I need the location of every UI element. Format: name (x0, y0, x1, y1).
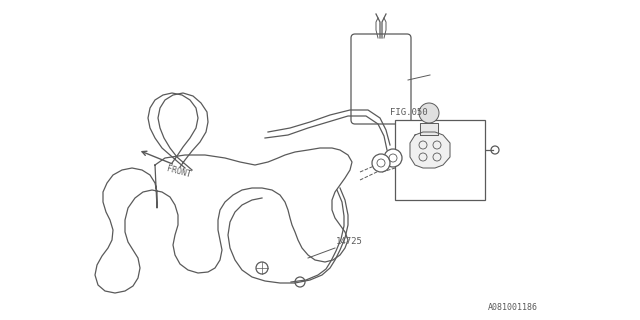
FancyBboxPatch shape (351, 34, 411, 124)
Text: FIG.050: FIG.050 (390, 108, 428, 117)
Text: 14725: 14725 (336, 237, 363, 246)
Text: A081001186: A081001186 (488, 303, 538, 312)
Bar (395, 120, 485, 200)
Circle shape (384, 149, 402, 167)
Polygon shape (410, 132, 450, 168)
Text: FRONT: FRONT (165, 164, 191, 179)
Polygon shape (420, 123, 438, 135)
Polygon shape (95, 148, 352, 293)
Circle shape (372, 154, 390, 172)
Circle shape (419, 103, 439, 123)
